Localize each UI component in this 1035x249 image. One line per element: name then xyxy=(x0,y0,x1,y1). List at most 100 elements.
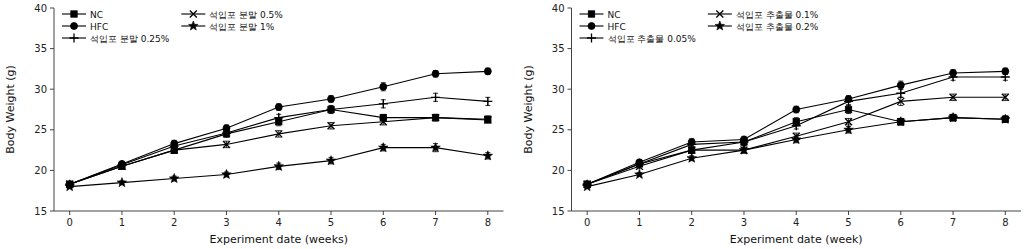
error-bar xyxy=(846,118,851,124)
x-tick-label: 0 xyxy=(584,217,590,228)
x-tick xyxy=(1005,211,1006,215)
marker-plus xyxy=(844,97,853,106)
series-line xyxy=(70,148,488,187)
legend-item: 석입포 분말 0.5% xyxy=(181,10,283,20)
x-tick-label: 8 xyxy=(485,217,491,228)
x-tick-label: 3 xyxy=(223,217,229,228)
marker-plus xyxy=(896,89,905,98)
x-axis-label: Experiment date (week) xyxy=(730,233,863,246)
series xyxy=(584,105,1009,187)
marker-circle xyxy=(328,95,335,102)
error-bar xyxy=(381,83,386,91)
chart-panel: 012345678152025303540Experiment date (we… xyxy=(4,3,504,247)
legend-item: 석입포 분말 1% xyxy=(181,21,274,32)
y-tick xyxy=(568,89,572,90)
marker-x xyxy=(380,118,387,125)
series xyxy=(583,73,1010,189)
legend-item: NC xyxy=(62,10,103,20)
marker-x xyxy=(171,147,178,154)
marker-plus xyxy=(431,93,440,102)
marker-star xyxy=(1001,114,1011,123)
error-bar xyxy=(898,81,903,89)
series-line xyxy=(587,71,1005,184)
marker-star xyxy=(791,135,801,144)
marker-square xyxy=(845,106,851,112)
marker-circle xyxy=(793,106,800,113)
error-bar xyxy=(276,131,281,137)
legend-item: 석입포 추출물 0.2% xyxy=(708,21,819,32)
marker-x xyxy=(1002,94,1009,101)
legend-label: 석입포 추출물 0.2% xyxy=(736,22,819,32)
error-bar xyxy=(276,104,281,110)
legend-label: 석입포 분말 1% xyxy=(209,22,274,32)
marker-star xyxy=(117,178,127,187)
y-tick-label: 25 xyxy=(34,124,47,135)
x-tick xyxy=(743,211,744,215)
y-tick xyxy=(50,129,54,130)
error-bar xyxy=(381,118,386,124)
x-tick xyxy=(331,211,332,215)
marker-square xyxy=(588,11,594,17)
series-line xyxy=(587,110,1005,185)
legend-item: 석입포 추출물 0.1% xyxy=(708,10,819,20)
marker-star xyxy=(222,169,232,178)
y-tick xyxy=(50,211,54,212)
y-tick xyxy=(568,48,572,49)
x-tick-label: 5 xyxy=(845,217,851,228)
marker-star xyxy=(274,161,284,170)
marker-star xyxy=(326,156,336,165)
marker-x xyxy=(190,11,197,18)
legend-item: HFC xyxy=(62,22,108,32)
marker-plus xyxy=(792,121,801,130)
error-bar xyxy=(433,114,438,120)
y-tick-label: 40 xyxy=(552,3,565,14)
series xyxy=(66,105,491,187)
x-tick xyxy=(383,211,384,215)
marker-x xyxy=(328,122,335,129)
y-tick-label: 40 xyxy=(34,3,47,14)
x-tick xyxy=(953,211,954,215)
marker-x xyxy=(484,117,491,124)
x-tick-label: 8 xyxy=(1002,217,1008,228)
marker-plus xyxy=(222,129,231,138)
legend-label: NC xyxy=(608,10,621,20)
marker-star xyxy=(483,151,493,160)
x-tick-label: 6 xyxy=(898,217,904,228)
y-axis-line xyxy=(571,8,572,211)
plot-area xyxy=(65,68,493,191)
series-line xyxy=(70,71,488,184)
marker-x xyxy=(950,94,957,101)
y-tick xyxy=(50,170,54,171)
series xyxy=(65,143,493,191)
x-tick-label: 5 xyxy=(328,217,334,228)
marker-circle xyxy=(484,68,491,75)
series xyxy=(584,68,1009,188)
legend-item: HFC xyxy=(580,22,626,32)
legend-item: 석입포 추출물 0.05% xyxy=(580,34,697,44)
marker-circle xyxy=(380,83,387,90)
series xyxy=(65,93,492,189)
x-axis-label: Experiment date (weeks) xyxy=(209,233,348,246)
legend-label: 석입포 분말 0.5% xyxy=(209,10,283,20)
x-tick-label: 4 xyxy=(276,217,282,228)
series xyxy=(66,114,491,188)
x-tick xyxy=(121,211,122,215)
marker-circle xyxy=(275,104,282,111)
marker-star xyxy=(431,143,441,152)
x-tick-label: 2 xyxy=(171,217,177,228)
x-tick xyxy=(174,211,175,215)
marker-x xyxy=(897,98,904,105)
marker-plus xyxy=(483,97,492,106)
legend-label: 석입포 추출물 0.1% xyxy=(736,10,819,20)
marker-star xyxy=(582,182,592,191)
error-bar xyxy=(433,71,438,77)
marker-x xyxy=(432,114,439,121)
marker-star xyxy=(844,125,854,134)
series-line xyxy=(587,77,1005,184)
x-tick-label: 7 xyxy=(432,217,438,228)
x-tick xyxy=(900,211,901,215)
marker-star xyxy=(65,182,75,191)
marker-x xyxy=(275,130,282,137)
legend: NC HFC 석입포 추출물 0.05% 석입포 추출물 0.1% 석입포 추출물 0.… xyxy=(580,10,819,44)
marker-star xyxy=(948,113,958,122)
